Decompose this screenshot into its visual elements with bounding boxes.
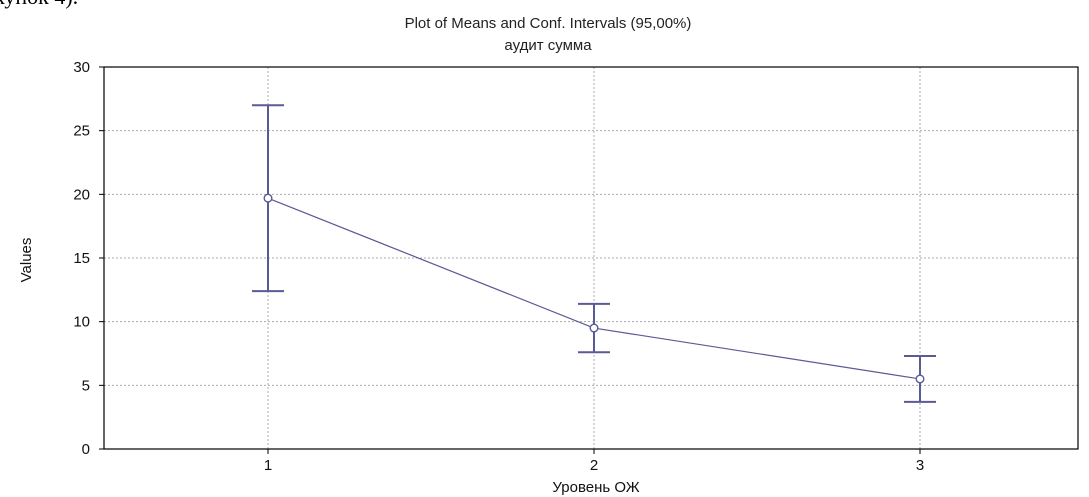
x-tick-label: 2 (590, 457, 598, 474)
y-axis: 0 5 10 15 20 25 30 (73, 59, 104, 458)
x-axis-label: Уровень ОЖ (552, 479, 639, 496)
chart-title: Plot of Means and Conf. Intervals (95,00… (405, 15, 692, 32)
y-tick-label: 30 (73, 59, 90, 76)
y-tick-label: 0 (82, 441, 90, 458)
mean-point (915, 374, 925, 384)
page-fragment-text: кунок 4). (0, 0, 78, 9)
y-tick-label: 5 (82, 377, 90, 394)
mean-point (589, 323, 599, 333)
x-axis: 1 2 3 (264, 449, 924, 474)
y-tick-label: 20 (73, 186, 90, 203)
y-tick-label: 15 (73, 250, 90, 267)
chart-subtitle: аудит сумма (504, 37, 592, 54)
y-tick-label: 10 (73, 314, 90, 331)
mean-point (263, 193, 273, 203)
y-tick-label: 25 (73, 123, 90, 140)
series-layer (252, 104, 936, 403)
x-tick-label: 1 (264, 457, 272, 474)
y-axis-label: Values (18, 238, 35, 283)
x-tick-label: 3 (916, 457, 924, 474)
